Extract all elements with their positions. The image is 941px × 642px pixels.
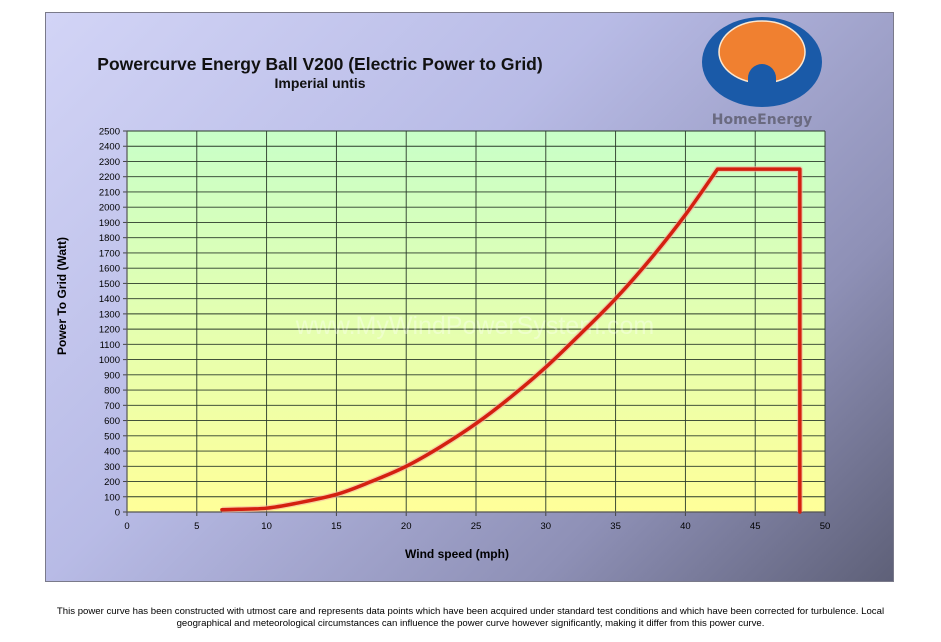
- y-tick-label: 300: [104, 462, 120, 473]
- series-group: [220, 166, 803, 514]
- x-tick-label: 5: [194, 521, 199, 532]
- x-tick-label: 10: [261, 521, 272, 532]
- y-tick-label: 1800: [99, 233, 120, 244]
- x-tick-label: 50: [820, 521, 831, 532]
- chart-subtitle: Imperial untis: [274, 75, 366, 91]
- axes: 0100200300400500600700800900100011001200…: [99, 127, 830, 533]
- y-tick-label: 1000: [99, 355, 120, 366]
- y-tick-label: 1600: [99, 264, 120, 275]
- y-tick-label: 1100: [100, 340, 120, 351]
- y-tick-label: 1300: [99, 309, 120, 320]
- y-tick-label: 200: [104, 477, 120, 488]
- x-tick-label: 20: [401, 521, 412, 532]
- y-tick-label: 800: [104, 386, 120, 397]
- y-tick-label: 2200: [99, 172, 120, 183]
- x-tick-label: 15: [331, 521, 342, 532]
- x-tick-label: 45: [750, 521, 761, 532]
- x-tick-label: 0: [124, 521, 129, 532]
- y-tick-label: 100: [104, 492, 120, 503]
- home-energy-logo: HomeEnergy: [702, 17, 822, 128]
- y-tick-label: 2100: [99, 187, 120, 198]
- y-tick-label: 1900: [99, 218, 120, 229]
- x-tick-label: 25: [471, 521, 482, 532]
- x-tick-label: 35: [610, 521, 621, 532]
- y-tick-label: 400: [104, 447, 120, 458]
- y-tick-label: 2500: [99, 127, 120, 138]
- y-tick-label: 1500: [99, 279, 120, 290]
- y-tick-label: 1200: [99, 325, 120, 336]
- disclaimer-footer: This power curve has been constructed wi…: [0, 606, 941, 630]
- disclaimer-line-2: geographical and meteorological circumst…: [176, 618, 765, 629]
- y-tick-label: 0: [115, 508, 120, 519]
- y-tick-label: 2000: [99, 203, 120, 214]
- x-axis-label: Wind speed (mph): [405, 547, 509, 561]
- y-tick-label: 500: [104, 431, 120, 442]
- chart-title: Powercurve Energy Ball V200 (Electric Po…: [97, 54, 543, 74]
- x-tick-label: 40: [680, 521, 691, 532]
- y-tick-label: 600: [104, 416, 120, 427]
- disclaimer-line-1: This power curve has been constructed wi…: [56, 606, 885, 617]
- y-tick-label: 1400: [99, 294, 120, 305]
- y-tick-label: 2400: [99, 142, 120, 153]
- y-axis-label: Power To Grid (Watt): [55, 237, 69, 355]
- logo-figure: [748, 64, 776, 84]
- logo-text: HomeEnergy: [712, 112, 813, 128]
- x-tick-label: 30: [541, 521, 552, 532]
- y-tick-label: 1700: [99, 248, 120, 259]
- power-curve-line: [220, 167, 802, 514]
- y-tick-label: 900: [104, 370, 120, 381]
- y-tick-label: 700: [104, 401, 120, 412]
- y-tick-label: 2300: [99, 157, 120, 168]
